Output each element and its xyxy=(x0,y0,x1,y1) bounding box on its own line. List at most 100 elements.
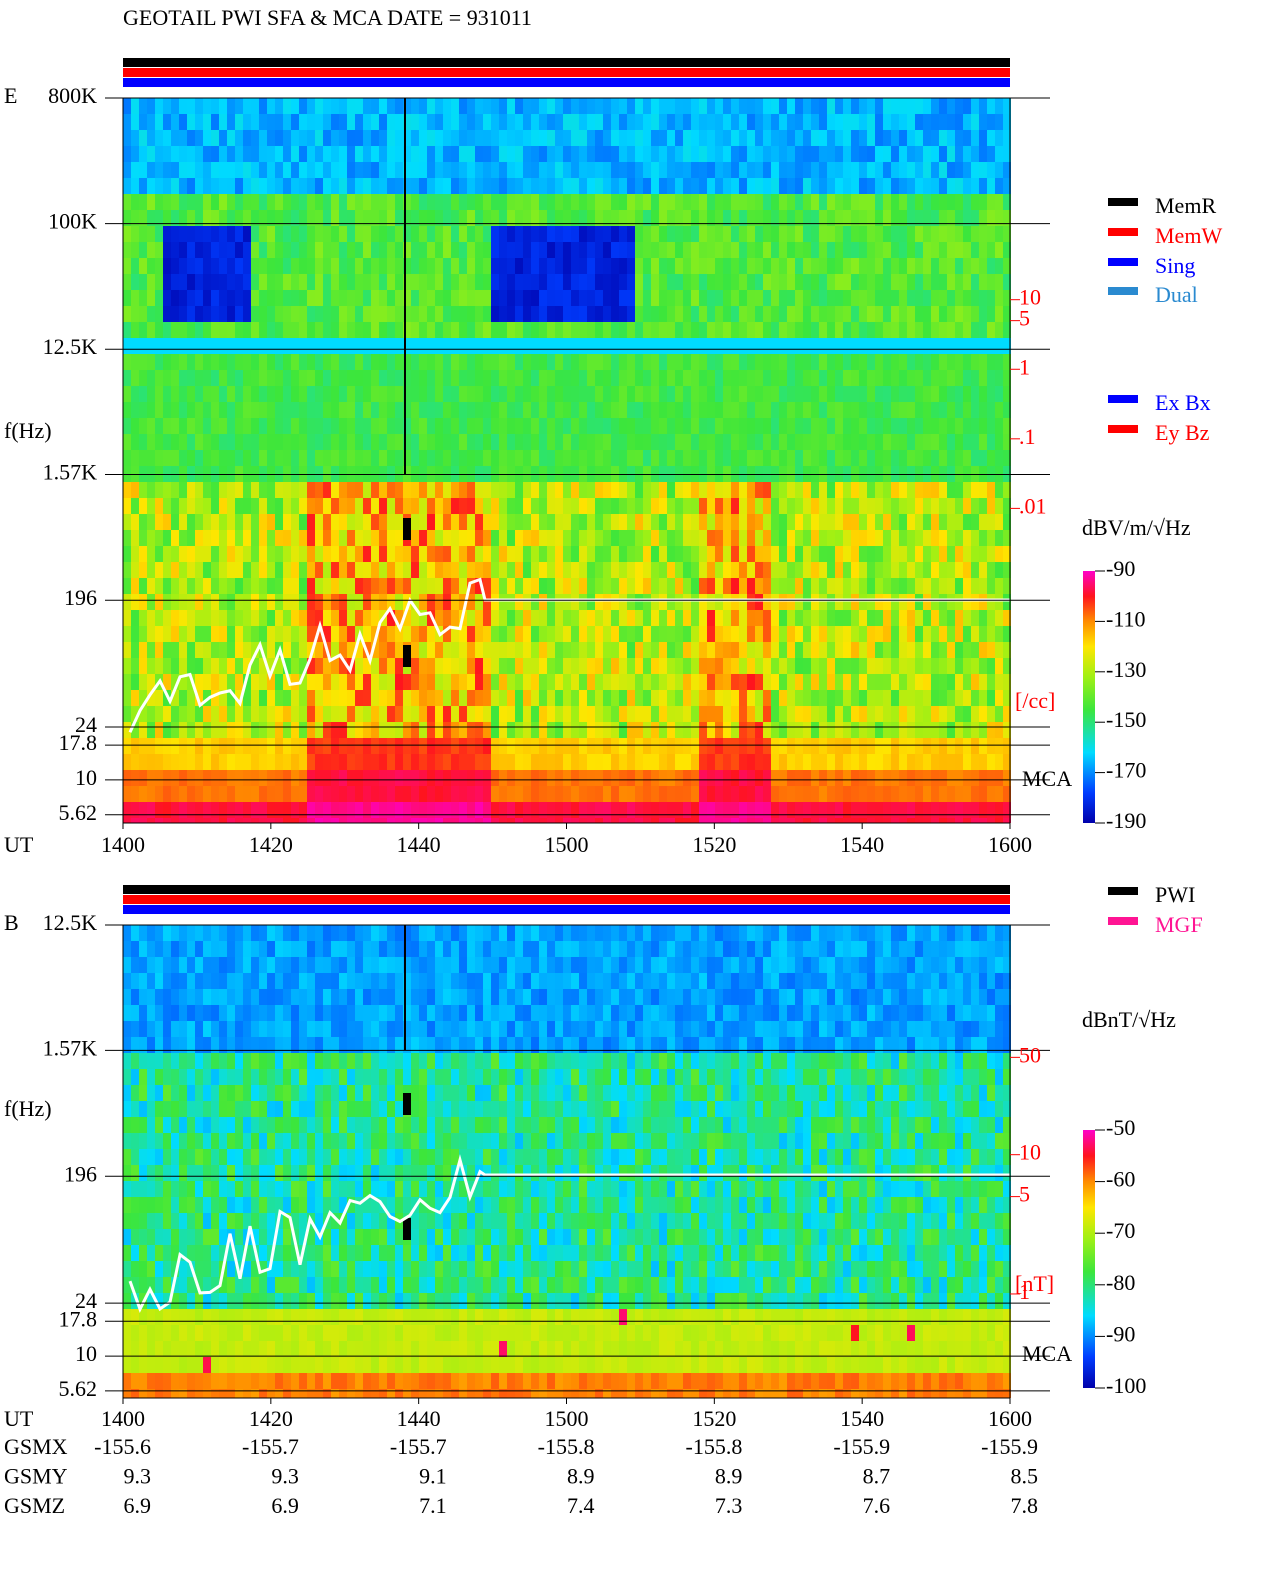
spectrogram-cell xyxy=(555,498,563,514)
spectrogram-cell xyxy=(771,290,779,306)
spectrogram-cell xyxy=(499,434,507,450)
spectrogram-cell xyxy=(459,674,467,690)
spectrogram-cell xyxy=(963,178,971,194)
spectrogram-cell xyxy=(315,274,323,290)
spectrogram-cell xyxy=(635,306,643,322)
spectrogram-cell xyxy=(227,674,235,690)
spectrogram-cell xyxy=(571,306,579,322)
spectrogram-cell xyxy=(635,722,643,738)
spectrogram-cell xyxy=(931,386,939,402)
spectrogram-cell xyxy=(291,226,299,242)
spectrogram-cell xyxy=(459,738,467,754)
spectrogram-cell xyxy=(907,258,915,274)
spectrogram-cell xyxy=(795,162,803,178)
spectrogram-cell xyxy=(619,258,627,274)
spectrogram-cell xyxy=(803,514,811,530)
spectrogram-cell xyxy=(707,354,715,370)
spectrogram-cell xyxy=(883,354,891,370)
spectrogram-cell xyxy=(539,306,547,322)
spectrogram-cell xyxy=(227,210,235,226)
spectrogram-cell xyxy=(187,626,195,642)
spectrogram-cell xyxy=(787,514,795,530)
spectrogram-cell xyxy=(947,194,955,210)
spectrogram-cell xyxy=(683,578,691,594)
spectrogram-cell xyxy=(619,498,627,514)
spectrogram-cell xyxy=(891,674,899,690)
spectrogram-cell xyxy=(491,642,499,658)
spectrogram-cell xyxy=(851,322,859,338)
spectrogram-cell xyxy=(139,514,147,530)
spectrogram-cell xyxy=(955,258,963,274)
spectrogram-cell xyxy=(395,690,403,706)
spectrogram-cell xyxy=(803,418,811,434)
spectrogram-cell xyxy=(595,514,603,530)
spectrogram-cell xyxy=(859,642,867,658)
spectrogram-cell xyxy=(587,626,595,642)
spectrogram-cell xyxy=(419,722,427,738)
spectrogram-cell xyxy=(875,466,883,482)
spectrogram-cell xyxy=(731,786,739,802)
spectrogram-cell xyxy=(771,722,779,738)
spectrogram-cell xyxy=(579,434,587,450)
spectrogram-cell xyxy=(579,226,587,242)
spectrogram-cell xyxy=(331,418,339,434)
spectrogram-cell xyxy=(579,402,587,418)
spectrogram-cell xyxy=(675,546,683,562)
spectrogram-cell xyxy=(763,658,771,674)
spectrogram-cell xyxy=(379,546,387,562)
spectrogram-cell xyxy=(155,770,163,786)
spectrogram-cell xyxy=(451,690,459,706)
spectrogram-cell xyxy=(627,226,635,242)
spectrogram-cell xyxy=(715,482,723,498)
spectrogram-cell xyxy=(819,562,827,578)
spectrogram-cell xyxy=(787,738,795,754)
spectrogram-cell xyxy=(587,594,595,610)
spectrogram-cell xyxy=(747,98,755,114)
spectrogram-cell xyxy=(355,466,363,482)
spectrogram-cell xyxy=(499,594,507,610)
spectrogram-cell xyxy=(395,674,403,690)
spectrogram-cell xyxy=(467,306,475,322)
spectrogram-cell xyxy=(947,146,955,162)
spectrogram-cell xyxy=(387,754,395,770)
spectrogram-cell xyxy=(971,642,979,658)
spectrogram-cell xyxy=(387,418,395,434)
spectrogram-cell xyxy=(739,386,747,402)
spectrogram-cell xyxy=(563,354,571,370)
spectrogram-cell xyxy=(739,370,747,386)
spectrogram-cell xyxy=(395,610,403,626)
spectrogram-cell xyxy=(843,402,851,418)
spectrogram-cell xyxy=(123,226,131,242)
spectrogram-cell xyxy=(147,626,155,642)
spectrogram-cell xyxy=(355,786,363,802)
spectrogram-cell xyxy=(379,258,387,274)
spectrogram-cell xyxy=(395,770,403,786)
spectrogram-cell xyxy=(443,178,451,194)
spectrogram-cell xyxy=(827,226,835,242)
spectrogram-cell xyxy=(195,674,203,690)
spectrogram-cell xyxy=(979,562,987,578)
spectrogram-cell xyxy=(915,98,923,114)
spectrogram-cell xyxy=(163,418,171,434)
spectrogram-cell xyxy=(451,754,459,770)
spectrogram-cell xyxy=(915,706,923,722)
spectrogram-cell xyxy=(315,194,323,210)
spectrogram-cell xyxy=(691,658,699,674)
spectrogram-cell xyxy=(419,706,427,722)
spectrogram-cell xyxy=(419,146,427,162)
spectrogram-cell xyxy=(947,594,955,610)
spectrogram-cell xyxy=(987,482,995,498)
spectrogram-cell xyxy=(1003,466,1011,482)
spectrogram-cell xyxy=(203,178,211,194)
spectrogram-cell xyxy=(939,114,947,130)
spectrogram-cell xyxy=(763,674,771,690)
spectrogram-cell xyxy=(459,594,467,610)
spectrogram-cell xyxy=(139,786,147,802)
spectrogram-cell xyxy=(595,290,603,306)
spectrogram-cell xyxy=(403,482,411,498)
spectrogram-cell xyxy=(555,178,563,194)
spectrogram-cell xyxy=(187,498,195,514)
spectrogram-cell xyxy=(979,290,987,306)
spectrogram-cell xyxy=(379,98,387,114)
spectrogram-cell xyxy=(427,466,435,482)
